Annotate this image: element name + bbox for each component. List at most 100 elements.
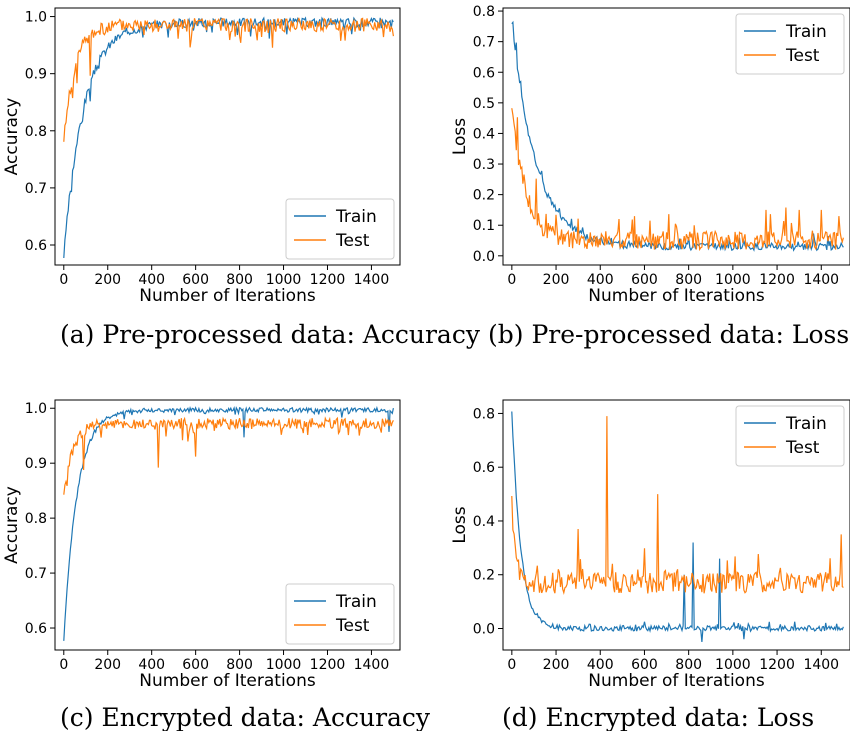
x-tick-label: 1000 (266, 657, 302, 673)
y-tick-label: 0.2 (473, 568, 495, 584)
series-line-test (63, 17, 394, 142)
y-axis-label: Loss (450, 118, 470, 155)
y-tick-label: 0.6 (25, 621, 47, 637)
y-tick-label: 0.2 (473, 188, 495, 204)
x-tick-label: 1400 (354, 657, 390, 673)
x-tick-label: 1000 (266, 272, 302, 288)
y-tick-label: 0.1 (473, 218, 495, 234)
x-tick-label: 400 (587, 272, 614, 288)
legend: Train Test (735, 13, 845, 75)
figure-caption: (d) Encrypted data: Loss (502, 703, 814, 731)
series-group (511, 411, 844, 642)
y-tick-label: 0.4 (473, 514, 495, 530)
figure-caption: (a) Pre-processed data: Accuracy (60, 320, 481, 349)
legend-label-train: Train (335, 592, 377, 612)
x-tick-label: 600 (182, 272, 209, 288)
x-axis-label: Number of Iterations (139, 671, 316, 691)
series-line-train (511, 20, 844, 252)
y-tick-label: 0.9 (25, 67, 47, 83)
series-group (63, 16, 394, 259)
chart-panel-4: 0 200 400 600 800 1000 1200 1400 0.0 0.2 0.4 0.6 0.8… (450, 399, 850, 731)
figure-caption: (c) Encrypted data: Accuracy (60, 703, 431, 731)
plot-frame (54, 399, 401, 651)
y-tick-label: 0.6 (25, 238, 47, 254)
y-axis-label: Accuracy (2, 486, 22, 564)
x-tick-label: 600 (182, 657, 209, 673)
x-tick-label: 1000 (715, 272, 751, 288)
chart-panel-1: 0 200 400 600 800 1000 1200 1400 0.6 0.7 0.8 0.9 1.0… (2, 7, 481, 349)
y-tick-label: 0.5 (473, 96, 495, 112)
series-line-train (511, 411, 844, 642)
y-axis-label: Accuracy (2, 98, 22, 176)
series-line-test (511, 108, 844, 252)
legend-label-train: Train (335, 207, 377, 227)
x-axis-label: Number of Iterations (588, 286, 765, 306)
y-tick-label: 0.9 (25, 456, 47, 472)
chart-panel-3: 0 200 400 600 800 1000 1200 1400 0.6 0.7 0.8 0.9 1.0… (2, 399, 431, 731)
x-tick-label: 200 (543, 657, 570, 673)
legend-box (285, 198, 395, 260)
x-tick-label: 600 (631, 657, 658, 673)
y-tick-label: 0.7 (25, 181, 47, 197)
y-tick-label: 0.3 (473, 157, 495, 173)
y-tick-label: 0.4 (473, 126, 495, 142)
series-line-test (511, 416, 844, 596)
x-tick-label: 0 (59, 657, 68, 673)
x-tick-label: 400 (138, 657, 165, 673)
plot-frame (54, 7, 401, 266)
y-tick-label: 0.7 (473, 35, 495, 51)
x-tick-label: 800 (226, 657, 253, 673)
x-tick-label: 400 (138, 272, 165, 288)
legend: Train Test (735, 405, 845, 467)
legend-box (735, 405, 845, 467)
y-tick-label: 0.8 (25, 511, 47, 527)
x-tick-label: 200 (94, 657, 121, 673)
y-tick-label: 1.0 (25, 401, 47, 417)
x-tick-label: 400 (587, 657, 614, 673)
x-tick-label: 1200 (759, 657, 795, 673)
legend-label-train: Train (785, 22, 827, 42)
series-group (63, 405, 394, 641)
legend-label-test: Test (335, 231, 370, 251)
series-line-test (63, 416, 394, 495)
legend-label-test: Test (785, 438, 820, 458)
x-tick-label: 600 (631, 272, 658, 288)
legend-label-test: Test (785, 46, 820, 66)
series-group (511, 20, 844, 252)
x-axis-label: Number of Iterations (588, 671, 765, 691)
x-tick-label: 200 (543, 272, 570, 288)
figure-caption: (b) Pre-processed data: Loss (488, 320, 849, 349)
y-tick-label: 0.0 (473, 249, 495, 265)
x-tick-label: 1200 (310, 657, 346, 673)
plot-frame (502, 7, 850, 266)
x-tick-label: 1200 (310, 272, 346, 288)
y-tick-label: 1.0 (25, 10, 47, 26)
x-tick-label: 1200 (759, 272, 795, 288)
series-line-train (63, 405, 394, 641)
x-tick-label: 0 (507, 657, 516, 673)
y-tick-label: 0.7 (25, 566, 47, 582)
x-tick-label: 1400 (354, 272, 390, 288)
x-tick-label: 0 (507, 272, 516, 288)
x-tick-label: 1400 (803, 657, 839, 673)
legend-box (735, 13, 845, 75)
x-tick-label: 1000 (715, 657, 751, 673)
y-axis-label: Loss (450, 506, 470, 543)
x-tick-label: 1400 (803, 272, 839, 288)
legend: Train Test (285, 198, 395, 260)
y-tick-label: 0.8 (473, 406, 495, 422)
legend: Train Test (285, 583, 395, 645)
y-tick-label: 0.8 (473, 4, 495, 20)
x-tick-label: 800 (226, 272, 253, 288)
y-tick-label: 0.6 (473, 460, 495, 476)
plot-frame (502, 399, 850, 651)
chart-panel-2: 0 200 400 600 800 1000 1200 1400 0.0 0.1 0.2 0.3 0.4… (450, 4, 850, 349)
x-tick-label: 200 (94, 272, 121, 288)
legend-label-test: Test (335, 616, 370, 636)
legend-box (285, 583, 395, 645)
legend-label-train: Train (785, 414, 827, 434)
x-tick-label: 0 (59, 272, 68, 288)
x-tick-label: 800 (675, 272, 702, 288)
y-tick-label: 0.0 (473, 621, 495, 637)
